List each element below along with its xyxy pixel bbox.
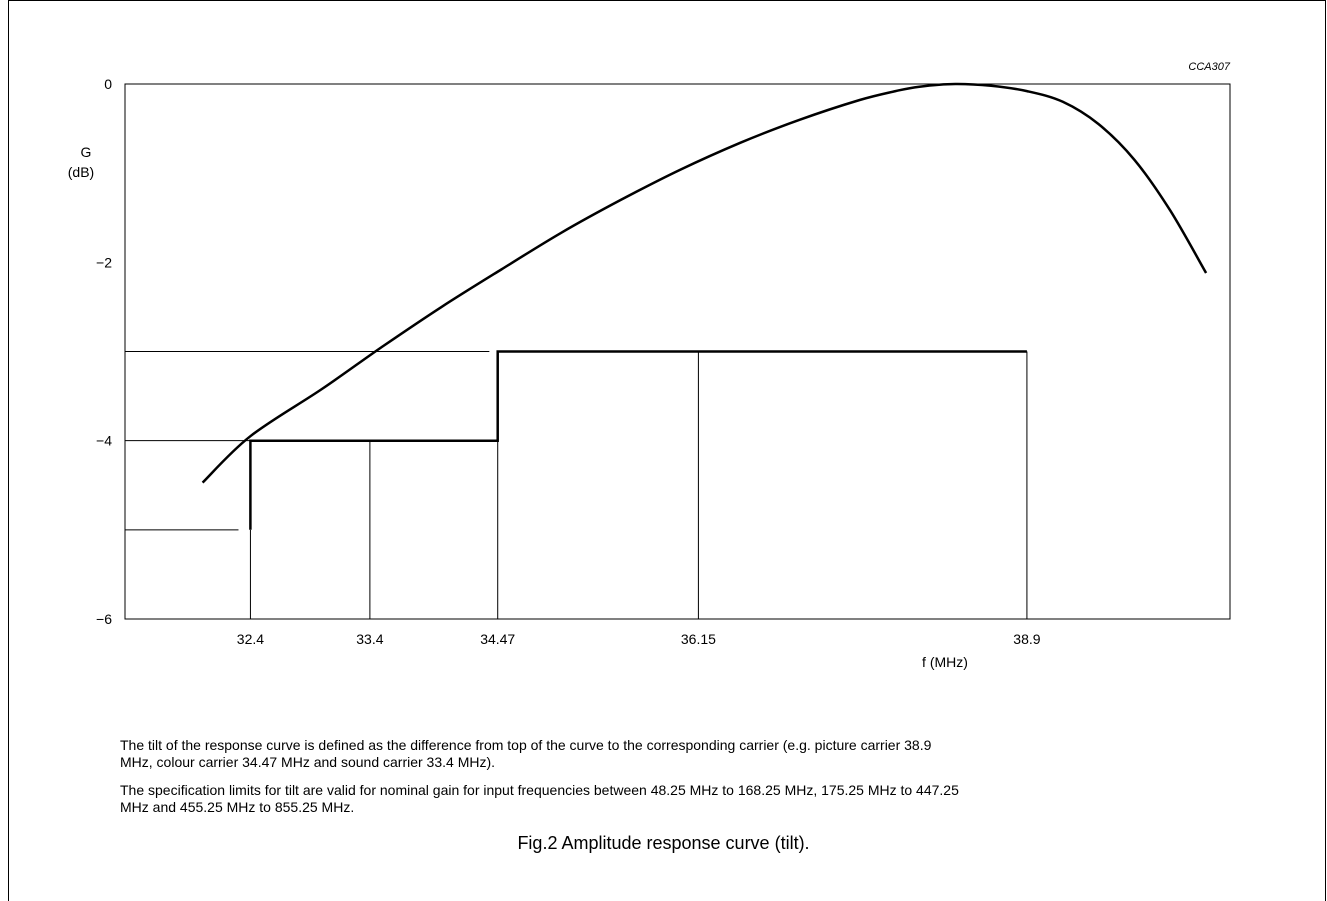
figure-frame [8, 0, 1326, 901]
y-axis-label-unit: (dB) [68, 164, 94, 180]
note-spec-limits: The specification limits for tilt are va… [120, 782, 959, 815]
x-tick-label-1: 33.4 [356, 631, 383, 647]
figure-caption: Fig.2 Amplitude response curve (tilt). [517, 833, 810, 853]
y-tick-label-3: −6 [96, 611, 112, 627]
x-tick-label-0: 32.4 [237, 631, 264, 647]
reference-lines [125, 351, 1028, 619]
figure-code: CCA307 [1188, 61, 1230, 73]
y-axis-label-symbol: G [81, 144, 92, 160]
y-tick-label-1: −2 [96, 254, 112, 270]
amplitude-response-chart: 0 −2 −4 −6 32.4 33.4 34.47 36.15 38.9 G (dB) f … [68, 61, 1231, 670]
x-axis-label: f (MHz) [922, 654, 968, 670]
x-tick-label-3: 36.15 [681, 631, 716, 647]
response-curve [201, 82, 1208, 484]
tilt-spec-limit-line [249, 350, 1027, 530]
x-tick-labels: 32.4 33.4 34.47 36.15 38.9 [237, 631, 1041, 647]
y-tick-labels: 0 −2 −4 −6 [96, 76, 112, 627]
x-tick-label-4: 38.9 [1013, 631, 1040, 647]
note-tilt-definition: The tilt of the response curve is define… [120, 737, 932, 770]
y-tick-label-0: 0 [104, 76, 112, 92]
y-tick-label-2: −4 [96, 433, 112, 449]
x-tick-label-2: 34.47 [480, 631, 515, 647]
